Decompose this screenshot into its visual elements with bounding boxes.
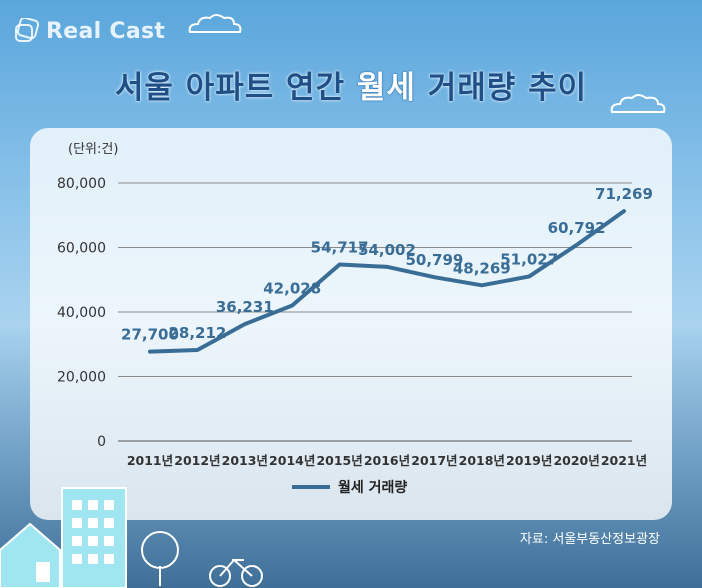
data-label: 36,231 bbox=[216, 298, 274, 316]
series-line bbox=[148, 209, 626, 354]
realcast-logo-icon bbox=[15, 18, 40, 42]
x-tick-label: 2013년 bbox=[222, 453, 268, 468]
x-tick-label: 2014년 bbox=[269, 453, 315, 468]
x-tick-label: 2012년 bbox=[174, 453, 220, 468]
cloud-icon bbox=[610, 94, 666, 113]
data-label: 28,212 bbox=[168, 324, 226, 342]
source-note: 자료: 서울부동산정보광장 bbox=[519, 532, 660, 547]
logo-text: Real Cast bbox=[46, 18, 166, 44]
x-tick-label: 2017년 bbox=[411, 453, 457, 468]
chart-title: 서울 아파트 연간 월세 거래량 추이 bbox=[0, 62, 702, 107]
line-chart: 0 20,000 40,000 60,000 80,000 2011년 2012년 2013년… bbox=[57, 176, 653, 496]
y-tick-label: 80,000 bbox=[57, 176, 106, 192]
y-tick-label: 60,000 bbox=[57, 241, 106, 257]
title-highlight: 월세 bbox=[356, 70, 416, 106]
data-label: 48,269 bbox=[453, 259, 511, 277]
title-part2: 거래량 추이 bbox=[415, 70, 588, 106]
x-tick-label: 2020년 bbox=[553, 453, 599, 468]
x-tick-label: 2019년 bbox=[506, 453, 552, 468]
data-label: 27,700 bbox=[121, 326, 179, 344]
cloud-icon bbox=[188, 14, 242, 33]
x-tick-label: 2021년 bbox=[601, 453, 647, 468]
x-tick-label: 2011년 bbox=[127, 453, 173, 468]
y-tick-label: 0 bbox=[97, 434, 106, 450]
data-label: 54,002 bbox=[358, 241, 416, 259]
legend-label: 월세 거래량 bbox=[338, 479, 407, 496]
chart-panel: (단위:건) 0 20,000 40,000 60,000 80,000 2011년 201… bbox=[30, 128, 672, 520]
x-tick-label: 2016년 bbox=[364, 453, 410, 468]
y-tick-label: 40,000 bbox=[57, 305, 106, 321]
x-tick-label: 2018년 bbox=[459, 453, 505, 468]
brand-logo: Real Cast bbox=[14, 18, 165, 44]
y-tick-label: 20,000 bbox=[57, 370, 106, 386]
unit-label: (단위:건) bbox=[68, 142, 119, 157]
data-label: 50,799 bbox=[405, 251, 463, 269]
city-decoration bbox=[0, 487, 263, 588]
data-label: 54,717 bbox=[311, 239, 369, 257]
x-tick-label: 2015년 bbox=[316, 453, 362, 468]
data-label: 60,792 bbox=[548, 219, 606, 237]
title-part1: 서울 아파트 연간 bbox=[114, 70, 357, 106]
data-label: 42,028 bbox=[263, 279, 321, 297]
data-label: 51,027 bbox=[500, 250, 558, 268]
data-label: 71,269 bbox=[595, 185, 653, 203]
